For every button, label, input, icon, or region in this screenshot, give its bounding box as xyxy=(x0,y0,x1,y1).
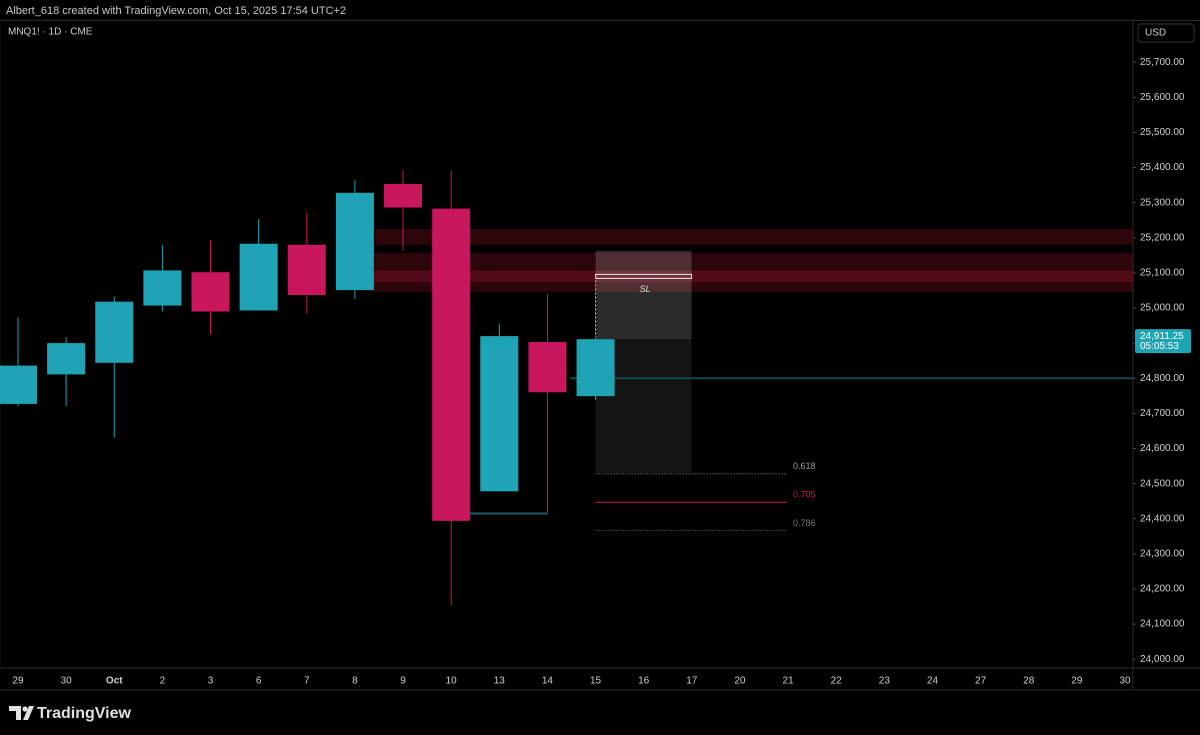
y-tick-label: 24,200.00 xyxy=(1140,584,1185,595)
candle-body xyxy=(95,301,134,363)
x-tick-label: 15 xyxy=(590,676,602,687)
y-tick-label: 25,400.00 xyxy=(1140,162,1185,173)
fib-label: 0.618 xyxy=(793,461,816,471)
candle-body xyxy=(0,365,37,404)
x-tick-label: 29 xyxy=(1071,676,1083,687)
x-tick-label: 2 xyxy=(160,676,166,687)
supply-zone xyxy=(370,270,1133,283)
candle-body xyxy=(191,272,230,312)
x-tick-label: 13 xyxy=(494,676,506,687)
candle-body xyxy=(384,184,423,208)
risk-box xyxy=(595,250,692,340)
candle-body xyxy=(480,336,519,492)
x-tick-label: 30 xyxy=(1119,676,1131,687)
x-tick-label: 21 xyxy=(783,676,795,687)
x-tick-label: 30 xyxy=(61,676,73,687)
y-tick-label: 25,100.00 xyxy=(1140,268,1185,279)
brand-logo xyxy=(9,706,34,720)
candle-body xyxy=(143,270,182,306)
y-tick-label: 25,300.00 xyxy=(1140,197,1185,208)
x-tick-label: 8 xyxy=(352,676,358,687)
candle-body xyxy=(239,243,278,311)
fib-label: 0.786 xyxy=(793,518,816,528)
x-tick-label: Oct xyxy=(106,676,123,687)
y-tick-label: 25,600.00 xyxy=(1140,92,1185,103)
candle-body xyxy=(335,192,374,291)
y-tick-label: 24,500.00 xyxy=(1140,478,1185,489)
y-tick-label: 24,300.00 xyxy=(1140,548,1185,559)
currency: USD xyxy=(1145,28,1166,39)
last-price-label: 24,911.25 xyxy=(1140,331,1184,342)
y-tick-label: 24,600.00 xyxy=(1140,443,1185,454)
supply-zone xyxy=(375,228,1133,245)
y-tick-label: 24,000.00 xyxy=(1140,654,1185,665)
x-tick-label: 17 xyxy=(686,676,698,687)
candle-body xyxy=(576,339,615,397)
x-tick-label: 10 xyxy=(446,676,458,687)
countdown: 05:05:53 xyxy=(1140,341,1179,352)
last-price-box xyxy=(1135,329,1191,354)
x-tick-label: 9 xyxy=(400,676,406,687)
y-tick-label: 24,700.00 xyxy=(1140,408,1185,419)
x-tick-label: 23 xyxy=(879,676,891,687)
x-tick-label: 16 xyxy=(638,676,650,687)
x-tick-label: 28 xyxy=(1023,676,1035,687)
brand: TradingView xyxy=(37,705,132,722)
candle-body xyxy=(47,343,86,375)
candle-body xyxy=(432,208,471,521)
candle-body xyxy=(287,244,326,296)
symbol-title: MNQ1! · 1D · CME xyxy=(8,27,93,38)
byline: Albert_618 created with TradingView.com,… xyxy=(6,5,346,17)
currency-box xyxy=(1137,23,1195,43)
y-tick-label: 24,800.00 xyxy=(1140,373,1185,384)
y-tick-label: 25,500.00 xyxy=(1140,127,1185,138)
x-tick-label: 29 xyxy=(12,676,24,687)
y-tick-label: 25,200.00 xyxy=(1140,232,1185,243)
x-tick-label: 3 xyxy=(208,676,214,687)
x-tick-label: 24 xyxy=(927,676,939,687)
fib-label: 0.705 xyxy=(793,490,816,500)
y-tick-label: 24,100.00 xyxy=(1140,619,1185,630)
y-tick-label: 25,000.00 xyxy=(1140,303,1185,314)
x-tick-label: 14 xyxy=(542,676,554,687)
x-tick-label: 7 xyxy=(304,676,310,687)
supply-zone xyxy=(370,252,1133,292)
x-tick-label: 6 xyxy=(256,676,262,687)
stop-loss-label: SL xyxy=(639,284,650,294)
x-tick-label: 27 xyxy=(975,676,987,687)
y-tick-label: 24,400.00 xyxy=(1140,513,1185,524)
x-tick-label: 22 xyxy=(831,676,843,687)
y-tick-label: 25,700.00 xyxy=(1140,57,1185,68)
x-tick-label: 20 xyxy=(734,676,746,687)
candle-body xyxy=(528,342,567,393)
